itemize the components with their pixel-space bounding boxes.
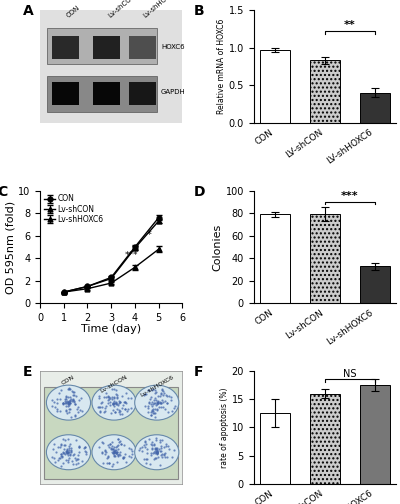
Text: HOXC6: HOXC6: [161, 44, 185, 50]
Bar: [260, 50, 290, 123]
Text: ***: ***: [341, 192, 358, 201]
Bar: [93, 82, 120, 105]
Text: E: E: [23, 365, 32, 380]
Circle shape: [92, 385, 136, 420]
Bar: [260, 413, 290, 484]
Bar: [360, 93, 390, 123]
Circle shape: [135, 435, 179, 470]
Bar: [44, 387, 178, 479]
Circle shape: [135, 385, 179, 420]
Bar: [360, 266, 390, 303]
Bar: [93, 36, 120, 58]
Text: Lv-shHOXC6: Lv-shHOXC6: [142, 0, 179, 19]
Bar: [52, 82, 79, 105]
Circle shape: [46, 435, 90, 470]
Text: D: D: [194, 185, 205, 199]
Text: ***: ***: [125, 251, 138, 261]
Text: A: A: [23, 5, 34, 19]
Text: *: *: [147, 230, 152, 240]
Text: **: **: [344, 20, 356, 30]
Bar: [310, 214, 340, 303]
Text: Lv-shCON: Lv-shCON: [100, 374, 129, 394]
Bar: [47, 28, 157, 64]
Text: F: F: [194, 365, 203, 380]
Y-axis label: rate of apoptosis (%): rate of apoptosis (%): [220, 387, 229, 468]
Y-axis label: Relative mRNA of HOXC6: Relative mRNA of HOXC6: [217, 19, 226, 114]
Bar: [310, 394, 340, 484]
Text: Lv-shHOXC6: Lv-shHOXC6: [139, 374, 174, 398]
Circle shape: [92, 435, 136, 470]
Text: NS: NS: [343, 369, 356, 379]
X-axis label: Time (day): Time (day): [81, 325, 141, 335]
Y-axis label: Colonies: Colonies: [213, 223, 223, 271]
Text: CON: CON: [66, 5, 81, 19]
Circle shape: [46, 385, 90, 420]
Y-axis label: OD 595nm (fold): OD 595nm (fold): [5, 201, 15, 293]
Bar: [129, 36, 156, 58]
Bar: [129, 82, 156, 105]
Text: C: C: [0, 185, 8, 199]
Legend: CON, Lv-shCON, Lv-shHOXC6: CON, Lv-shCON, Lv-shHOXC6: [44, 195, 104, 224]
Bar: [360, 385, 390, 484]
Text: Lv-shCON: Lv-shCON: [107, 0, 137, 19]
Bar: [52, 36, 79, 58]
Bar: [260, 214, 290, 303]
Text: GAPDH: GAPDH: [161, 89, 186, 95]
Bar: [310, 60, 340, 123]
Text: CON: CON: [61, 374, 76, 386]
Text: B: B: [194, 5, 204, 19]
Bar: [47, 76, 157, 111]
